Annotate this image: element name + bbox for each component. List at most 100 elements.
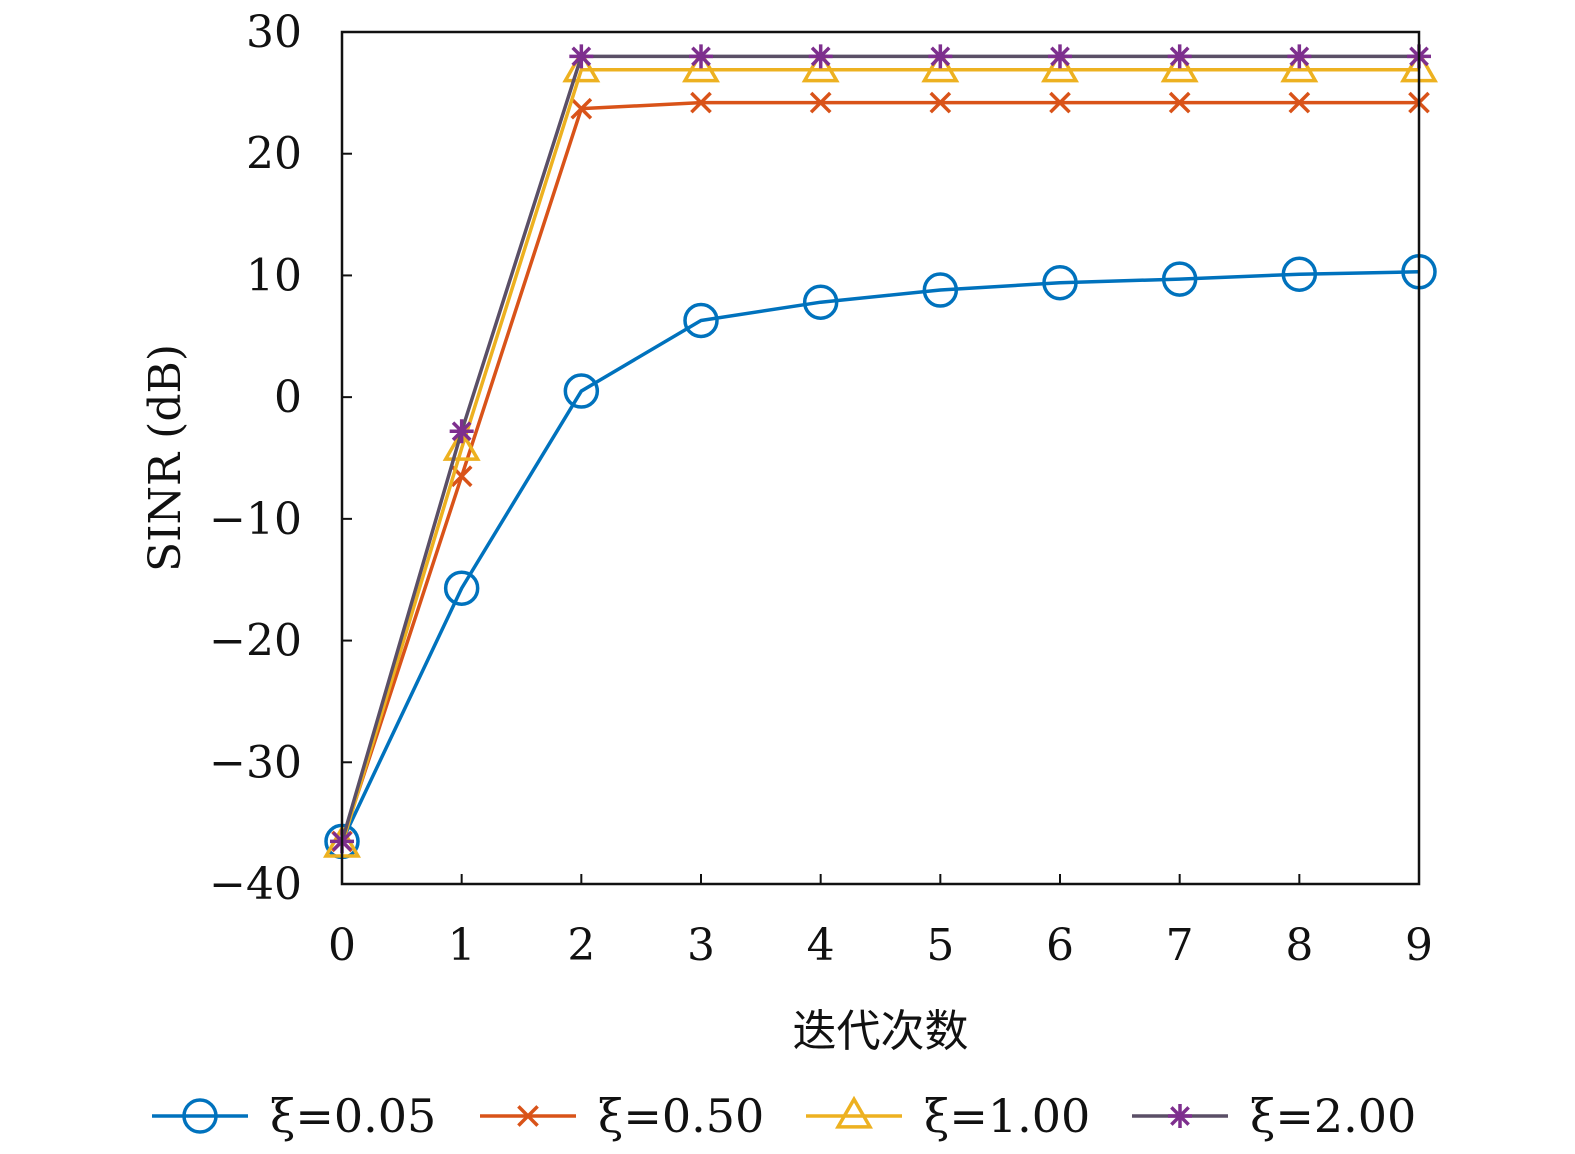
x-marker <box>929 91 952 114</box>
point-marker <box>1041 49 1079 83</box>
y-tick-label: 20 <box>246 129 302 180</box>
x-marker <box>1049 91 1071 114</box>
point-marker <box>1168 91 1191 114</box>
x-tick-label: 4 <box>807 920 835 971</box>
series-3 <box>323 49 1438 858</box>
x-tick-label: 7 <box>1166 920 1194 971</box>
circle-marker <box>922 272 959 308</box>
point-marker <box>690 91 712 114</box>
triangle-marker <box>1041 49 1079 83</box>
series-line <box>340 100 1419 842</box>
asterisk-marker <box>449 419 474 444</box>
point-marker <box>1280 49 1319 83</box>
x-tick-label: 3 <box>687 920 715 971</box>
triangle-marker <box>1160 49 1199 83</box>
triangle-marker <box>835 1095 873 1129</box>
point-marker <box>689 44 713 69</box>
series-4 <box>330 44 1431 854</box>
x-marker <box>1288 91 1311 114</box>
triangle-marker <box>921 49 960 83</box>
triangle-marker <box>1280 49 1319 83</box>
asterisk-marker <box>689 44 713 69</box>
legend-label: ξ=0.50 <box>598 1089 764 1143</box>
x-tick-label: 0 <box>328 920 356 971</box>
axes: 0 1 2 3 4 5 6 7 8 9 −40 −30 −20 −10 0 10 20 30 <box>209 7 1433 971</box>
y-tick-label: −30 <box>209 737 302 788</box>
y-tick-label: 0 <box>274 372 302 423</box>
x-tick-label: 2 <box>567 920 595 971</box>
series-line <box>340 270 1420 843</box>
point-marker <box>1288 91 1311 114</box>
circle-marker <box>443 570 480 606</box>
point-marker <box>1167 44 1192 69</box>
circle-marker <box>802 284 839 320</box>
y-tick-label: −40 <box>209 859 302 910</box>
x-marker <box>809 91 832 114</box>
point-marker <box>442 427 481 461</box>
point-marker <box>1161 261 1198 297</box>
point-marker <box>182 1098 218 1134</box>
triangle-marker <box>562 49 601 83</box>
point-marker <box>569 44 594 69</box>
legend-item-2: ξ=0.50 <box>480 1089 764 1143</box>
triangle-marker <box>801 49 840 83</box>
x-tick-label: 1 <box>448 920 476 971</box>
asterisk-marker <box>1048 44 1072 69</box>
point-marker <box>449 419 474 444</box>
circle-marker <box>563 373 600 409</box>
point-marker <box>443 570 480 606</box>
point-marker <box>809 91 832 114</box>
point-marker <box>928 44 953 69</box>
y-tick-label: −10 <box>209 494 302 545</box>
point-marker <box>835 1095 873 1129</box>
y-tick-label: −20 <box>209 616 302 667</box>
point-marker <box>562 49 601 83</box>
x-marker <box>1168 91 1191 114</box>
x-tick-label: 9 <box>1405 920 1433 971</box>
series-line <box>340 67 1419 846</box>
asterisk-marker <box>1167 44 1192 69</box>
point-marker <box>921 49 960 83</box>
point-marker <box>1160 49 1199 83</box>
circle-marker <box>182 1098 218 1134</box>
point-marker <box>517 1105 539 1127</box>
x-axis-title: 迭代次数 <box>793 1006 969 1057</box>
circle-marker <box>683 302 719 339</box>
legend-item-3: ξ=1.00 <box>806 1089 1090 1143</box>
series-line <box>340 54 1419 842</box>
point-marker <box>563 373 600 409</box>
y-tick-label: 10 <box>246 250 302 301</box>
x-marker <box>570 97 593 120</box>
series-1 <box>324 254 1437 860</box>
x-tick-label: 8 <box>1285 920 1313 971</box>
y-tick-label: 30 <box>246 7 302 58</box>
x-marker <box>517 1105 539 1127</box>
series-layer <box>323 44 1438 860</box>
legend: ξ=0.05 ξ=0.50 ξ=1.00 ξ=2.00 <box>152 1089 1416 1143</box>
x-tick-label: 6 <box>1046 920 1074 971</box>
circle-marker <box>1042 264 1078 301</box>
point-marker <box>801 49 840 83</box>
point-marker <box>570 97 593 120</box>
x-marker <box>690 91 712 114</box>
legend-label: ξ=0.05 <box>270 1089 436 1143</box>
point-marker <box>682 49 720 83</box>
point-marker <box>802 284 839 320</box>
point-marker <box>1048 44 1072 69</box>
asterisk-marker <box>1287 44 1312 69</box>
point-marker <box>1042 264 1078 301</box>
x-tick-label: 5 <box>926 920 954 971</box>
point-marker <box>922 272 959 308</box>
legend-label: ξ=2.00 <box>1250 1089 1416 1143</box>
point-marker <box>1049 91 1071 114</box>
asterisk-marker <box>569 44 594 69</box>
point-marker <box>929 91 952 114</box>
point-marker <box>808 44 833 69</box>
circle-marker <box>1281 256 1318 292</box>
series-2 <box>331 91 1430 853</box>
y-axis-title: SINR (dB) <box>140 344 191 572</box>
legend-item-1: ξ=0.05 <box>152 1089 436 1143</box>
point-marker <box>1287 44 1312 69</box>
triangle-marker <box>682 49 720 83</box>
